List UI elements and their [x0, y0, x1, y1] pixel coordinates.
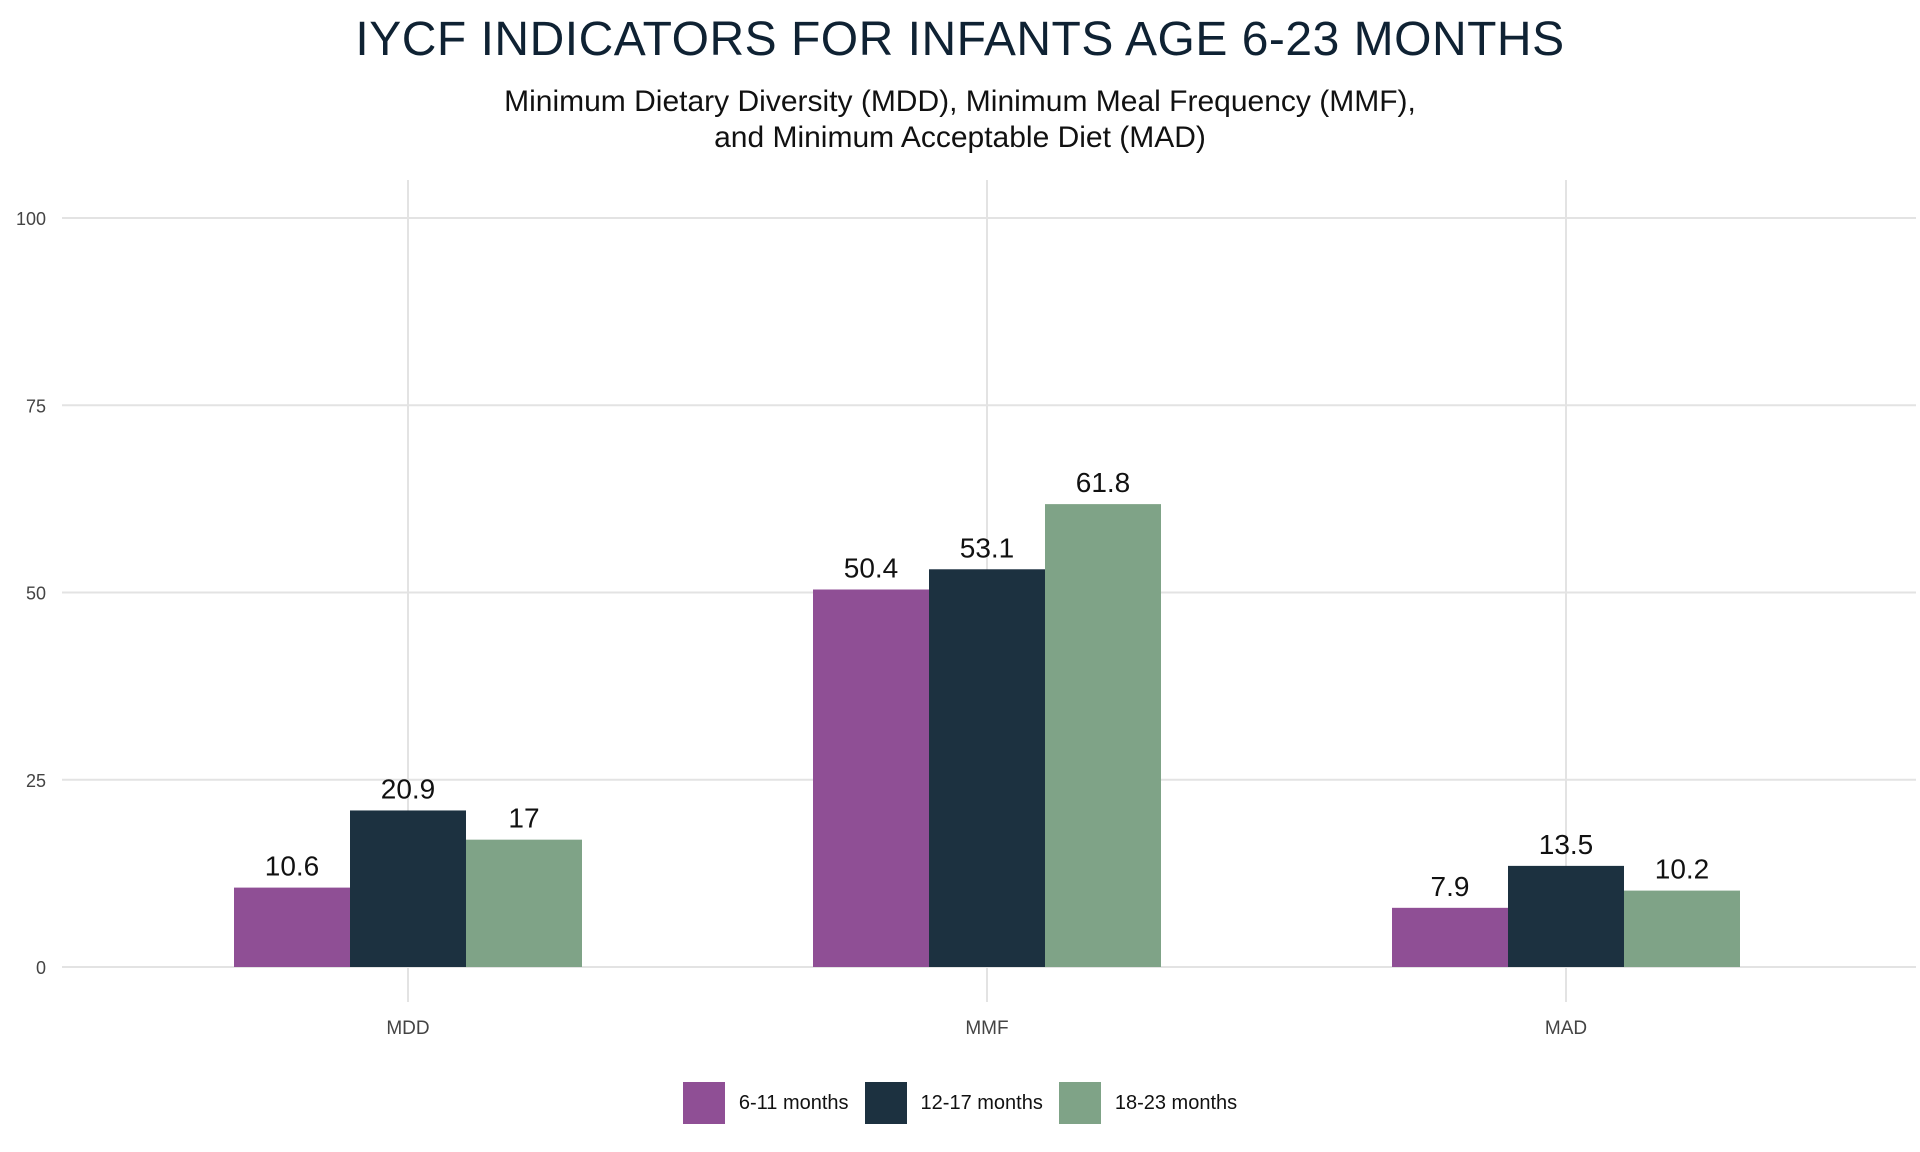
data-label: 7.9 — [1431, 871, 1470, 902]
data-label: 10.6 — [265, 851, 320, 882]
data-label: 20.9 — [381, 773, 436, 804]
data-label: 61.8 — [1076, 467, 1131, 498]
y-tick-label: 75 — [26, 396, 46, 416]
legend-label: 18-23 months — [1114, 1091, 1238, 1114]
data-label: 10.2 — [1655, 854, 1710, 885]
legend-swatch — [864, 1082, 907, 1124]
legend-item-6-11-months: 6-11 months — [682, 1082, 849, 1124]
legend-label: 6-11 months — [738, 1091, 849, 1114]
legend-label: 12-17 months — [920, 1091, 1043, 1114]
data-labels-layer: 10.6 50.4 7.9 20.9 53.1 13.5 17 61.8 10.2 — [265, 467, 1710, 902]
y-tick-label: 0 — [36, 958, 46, 978]
data-label: 17 — [508, 803, 539, 834]
legend-swatch — [1058, 1082, 1101, 1124]
x-tick-label: MAD — [1545, 1018, 1587, 1039]
legend-item-12-17-months: 12-17 months — [864, 1082, 1043, 1124]
legend-swatch — [682, 1082, 725, 1124]
data-label: 53.1 — [960, 532, 1015, 563]
bar — [929, 569, 1045, 967]
chart-subtitle: Minimum Dietary Diversity (MDD), Minimum… — [0, 84, 1920, 156]
bar — [1624, 890, 1740, 967]
bars-layer — [234, 504, 1740, 967]
bar — [350, 810, 466, 967]
bar — [1045, 504, 1161, 967]
legend-item-18-23-months: 18-23 months — [1058, 1082, 1238, 1124]
axis-labels-layer: 0 25 50 75 100 MDD MMF MAD — [16, 209, 1587, 1039]
data-label: 13.5 — [1539, 829, 1594, 860]
bar — [1392, 907, 1508, 967]
x-tick-label: MMF — [965, 1018, 1008, 1039]
chart-subtitle-line-2: and Minimum Acceptable Diet (MAD) — [714, 121, 1206, 154]
chart-subtitle-line-1: Minimum Dietary Diversity (MDD), Minimum… — [504, 85, 1416, 118]
bar — [813, 589, 929, 967]
bar — [466, 839, 582, 967]
bar — [1508, 865, 1624, 967]
x-tick-label: MDD — [386, 1018, 429, 1039]
legend: 6-11 months 12-17 months 18-23 months — [0, 1082, 1920, 1124]
chart-title: IYCF INDICATORS FOR INFANTS AGE 6-23 MON… — [355, 13, 1565, 66]
y-tick-label: 100 — [16, 209, 46, 229]
data-label: 50.4 — [844, 553, 899, 584]
bar — [234, 887, 350, 967]
y-tick-label: 25 — [26, 771, 46, 791]
y-tick-label: 50 — [26, 584, 46, 604]
